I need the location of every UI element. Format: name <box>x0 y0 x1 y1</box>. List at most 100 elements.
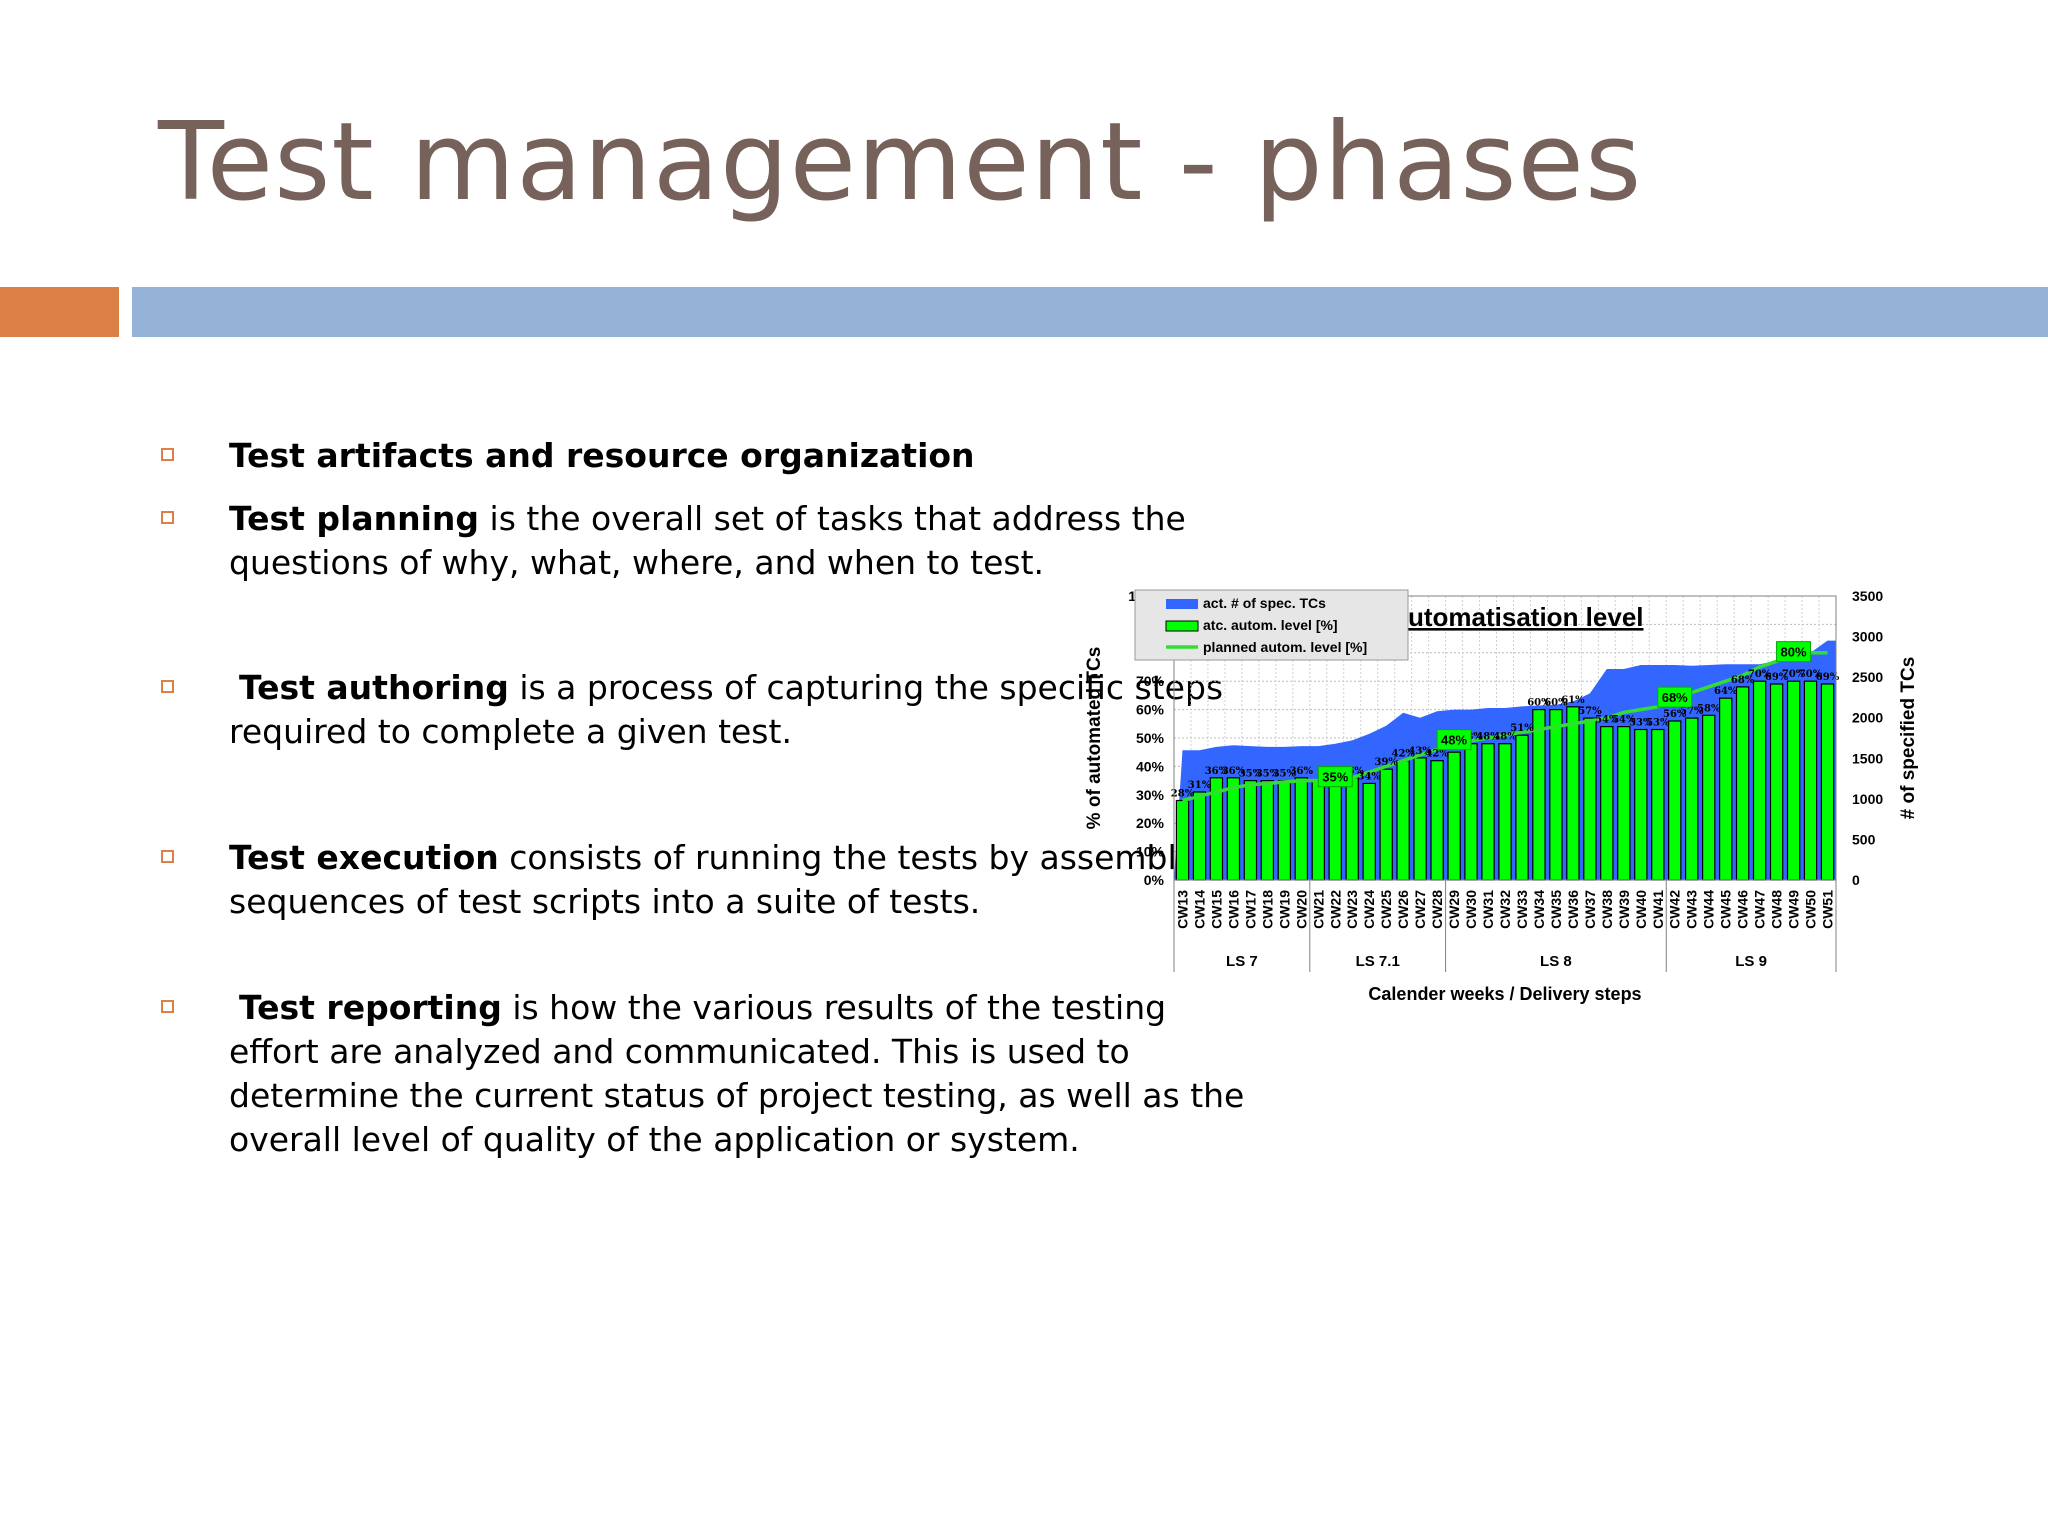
y-axis-title: % of automated TCs <box>1084 647 1105 830</box>
planned-callout-box <box>1657 686 1693 708</box>
autom-level-bar <box>1752 680 1767 881</box>
x-tick-label: CW13 <box>1174 890 1190 929</box>
bar-data-label: 60% <box>1544 698 1568 709</box>
autom-level-bar <box>1396 760 1410 881</box>
x-tick-label: CW15 <box>1208 890 1224 929</box>
x-tick-label: CW21 <box>1310 890 1326 929</box>
bullet-text: is the overall set of tasks that address… <box>229 499 1186 582</box>
y-tick-label: 30% <box>1136 787 1165 803</box>
x-tick-label: CW32 <box>1497 890 1513 929</box>
bar-data-label: 70% <box>1748 669 1772 680</box>
bar-data-label: 53% <box>1629 718 1653 729</box>
x-tick-label: CW18 <box>1259 890 1275 929</box>
group-label: LS 9 <box>1735 953 1767 970</box>
x-tick-label: CW43 <box>1684 890 1700 929</box>
x-tick-label: CW50 <box>1803 890 1819 929</box>
autom-level-bar <box>1277 780 1291 881</box>
autom-level-bar <box>1667 720 1682 881</box>
x-axis-title: Calender weeks / Delivery steps <box>1368 984 1641 1004</box>
autom-level-bar <box>1634 728 1648 881</box>
planned-level-line <box>1182 651 1828 803</box>
bullet-heading: Test artifacts and resource organization <box>229 436 975 475</box>
autom-level-bar <box>1515 734 1529 881</box>
bar-data-label: 53% <box>1646 718 1670 729</box>
autom-level-bar <box>1786 680 1801 881</box>
bar-data-label: 42% <box>1425 749 1449 760</box>
autom-level-bar <box>1651 728 1665 881</box>
x-tick-label: CW36 <box>1565 890 1581 929</box>
x-tick-label: CW28 <box>1429 890 1445 929</box>
x-tick-label: CW40 <box>1633 890 1649 929</box>
bar-data-label: 68% <box>1731 675 1755 686</box>
bar-data-label: 54% <box>1612 715 1636 726</box>
x-tick-label: CW37 <box>1582 890 1598 929</box>
bar-data-label: 31% <box>1188 780 1212 791</box>
y2-tick-label: 0 <box>1852 872 1860 888</box>
legend-swatch-area <box>1166 599 1198 609</box>
bullet-heading: Test execution <box>229 838 499 877</box>
chart-title: utomatisation level <box>1408 602 1644 632</box>
x-tick-label: CW26 <box>1395 890 1411 929</box>
bar-data-label: 57% <box>1680 706 1704 717</box>
bar-data-label: 35% <box>1256 769 1280 780</box>
bar-data-label: 69% <box>1816 672 1840 683</box>
autom-level-bar <box>1362 782 1376 881</box>
x-tick-label: CW46 <box>1735 890 1751 929</box>
autom-level-bar <box>1192 791 1207 881</box>
x-tick-label: CW51 <box>1820 890 1836 929</box>
square-bullet-icon <box>161 850 174 863</box>
bar-data-label: 64% <box>1714 686 1738 697</box>
bar-data-label: 51% <box>1510 723 1534 734</box>
x-tick-label: CW38 <box>1599 890 1615 929</box>
legend-label: planned autom. level [%] <box>1203 639 1367 655</box>
x-tick-label: CW20 <box>1293 890 1309 929</box>
x-tick-label: CW49 <box>1786 890 1802 929</box>
autom-level-bar <box>1617 726 1631 881</box>
bar-data-label: 36% <box>1222 766 1246 777</box>
y-tick-label: 20% <box>1136 815 1165 831</box>
bullet-text: is a process of capturing the specific s… <box>229 668 1224 751</box>
planned-callout-label: 80% <box>1781 645 1807 660</box>
autom-level-bar <box>1260 780 1274 881</box>
bar-data-label: 57% <box>1578 706 1602 717</box>
planned-callout-label: 35% <box>1322 770 1348 785</box>
bar-data-label: 35% <box>1239 769 1263 780</box>
bullet-heading: Test planning <box>229 499 480 538</box>
planned-callout-box <box>1317 766 1353 788</box>
x-tick-label: CW27 <box>1412 890 1428 929</box>
y2-tick-label: 1500 <box>1852 750 1883 766</box>
accent-bar-orange <box>0 287 119 337</box>
y2-tick-label: 1000 <box>1852 791 1883 807</box>
y-tick-label: 50% <box>1136 730 1165 746</box>
bar-data-label: 58% <box>1697 703 1721 714</box>
x-tick-label: CW22 <box>1327 890 1343 929</box>
x-tick-label: CW41 <box>1650 890 1666 929</box>
y2-tick-label: 3000 <box>1852 629 1883 645</box>
autom-level-bar <box>1430 760 1444 881</box>
y-tick-label: 10% <box>1136 844 1165 860</box>
y2-tick-label: 2500 <box>1852 669 1883 685</box>
automation-chart: 28%31%36%36%35%35%35%36%36%34%39%42%43%4… <box>1070 580 2010 1020</box>
autom-level-bar <box>1413 757 1427 881</box>
x-tick-label: CW31 <box>1480 890 1496 929</box>
x-tick-label: CW47 <box>1752 890 1768 929</box>
bar-data-label: 56% <box>1663 709 1687 720</box>
legend-swatch-bar <box>1165 620 1199 632</box>
bar-data-label: 36% <box>1205 766 1229 777</box>
autom-level-bar <box>1481 743 1495 881</box>
autom-level-bar <box>1600 726 1614 881</box>
autom-level-bar <box>1447 751 1461 881</box>
autom-level-bar <box>1820 683 1835 881</box>
bar-data-label: 54% <box>1595 715 1619 726</box>
bar-data-label: 61% <box>1561 695 1585 706</box>
bullet-heading: Test reporting <box>239 988 502 1027</box>
x-tick-label: CW23 <box>1344 890 1360 929</box>
autom-level-bar <box>1769 683 1784 881</box>
x-tick-label: CW45 <box>1718 890 1734 929</box>
y2-tick-label: 3500 <box>1852 588 1883 604</box>
legend-label: atc. autom. level [%] <box>1203 617 1338 633</box>
bar-data-label: 48% <box>1476 732 1500 743</box>
autom-level-bar <box>1735 686 1750 881</box>
x-tick-label: CW24 <box>1361 890 1377 929</box>
legend-label: act. # of spec. TCs <box>1203 595 1326 611</box>
